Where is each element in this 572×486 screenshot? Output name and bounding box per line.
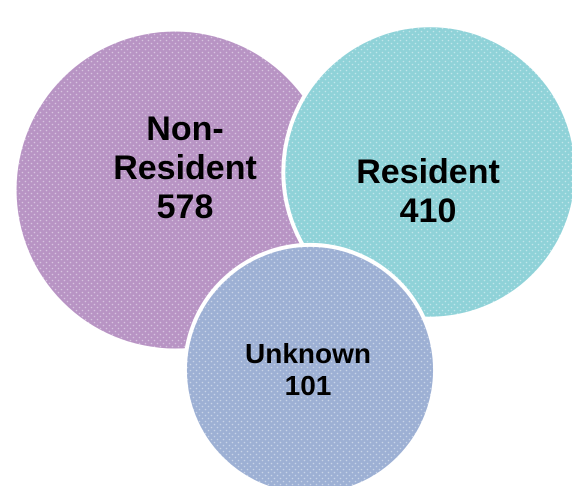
bubble-texture [184,244,436,486]
value-label: 578 [156,187,214,226]
bubble-label: Unknown 101 [213,338,403,402]
bubble-texture [283,25,572,319]
bubble-label: Non-Resident 578 [100,110,270,227]
value-label: 410 [399,192,457,231]
category-label: Unknown [245,338,371,369]
bubble-label: Resident 410 [333,153,523,231]
category-label: Non-Resident [113,109,257,187]
value-label: 101 [284,370,332,402]
category-label: Resident [356,153,500,191]
